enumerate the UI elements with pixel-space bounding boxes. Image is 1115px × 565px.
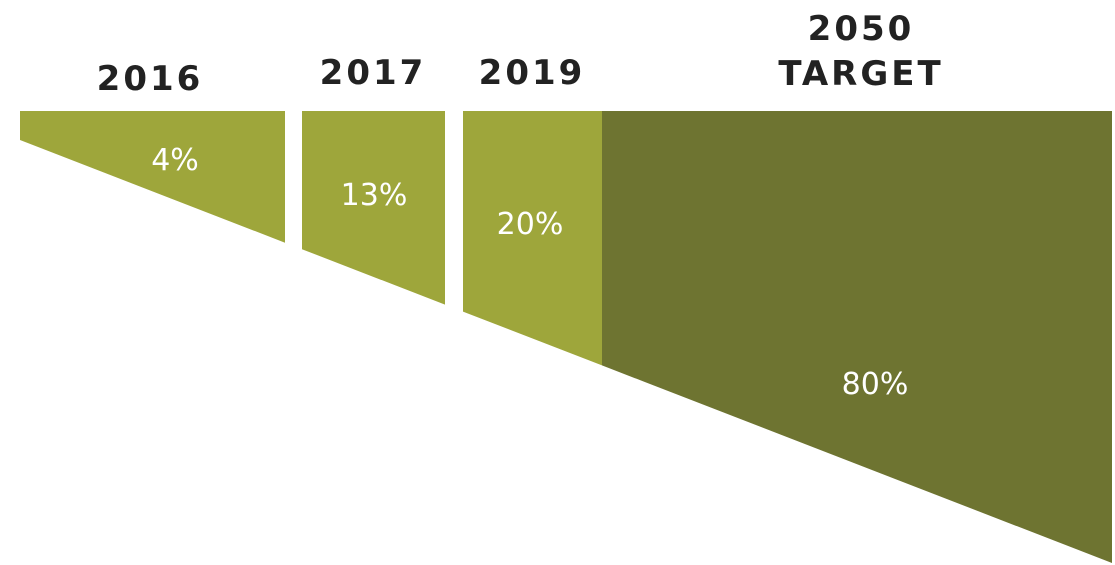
segment-2017 bbox=[302, 111, 445, 305]
period-labels: 2016 2017 2019 2050 TARGET bbox=[97, 9, 943, 99]
period-label-2016: 2016 bbox=[97, 59, 204, 99]
segment-2016 bbox=[20, 111, 285, 243]
value-label-2016: 4% bbox=[151, 143, 199, 178]
segment-2019 bbox=[463, 111, 602, 366]
period-label-2017: 2017 bbox=[320, 53, 427, 93]
period-label-2050-target: 2050 TARGET bbox=[778, 9, 943, 94]
value-label-2050-target: 80% bbox=[842, 367, 909, 402]
wedge-segments bbox=[20, 111, 1112, 563]
value-labels: 4% 13% 20% 80% bbox=[151, 143, 908, 402]
period-label-2019: 2019 bbox=[479, 53, 586, 93]
value-label-2017: 13% bbox=[341, 178, 408, 213]
value-label-2019: 20% bbox=[497, 207, 564, 242]
segment-2050-target bbox=[602, 111, 1112, 563]
